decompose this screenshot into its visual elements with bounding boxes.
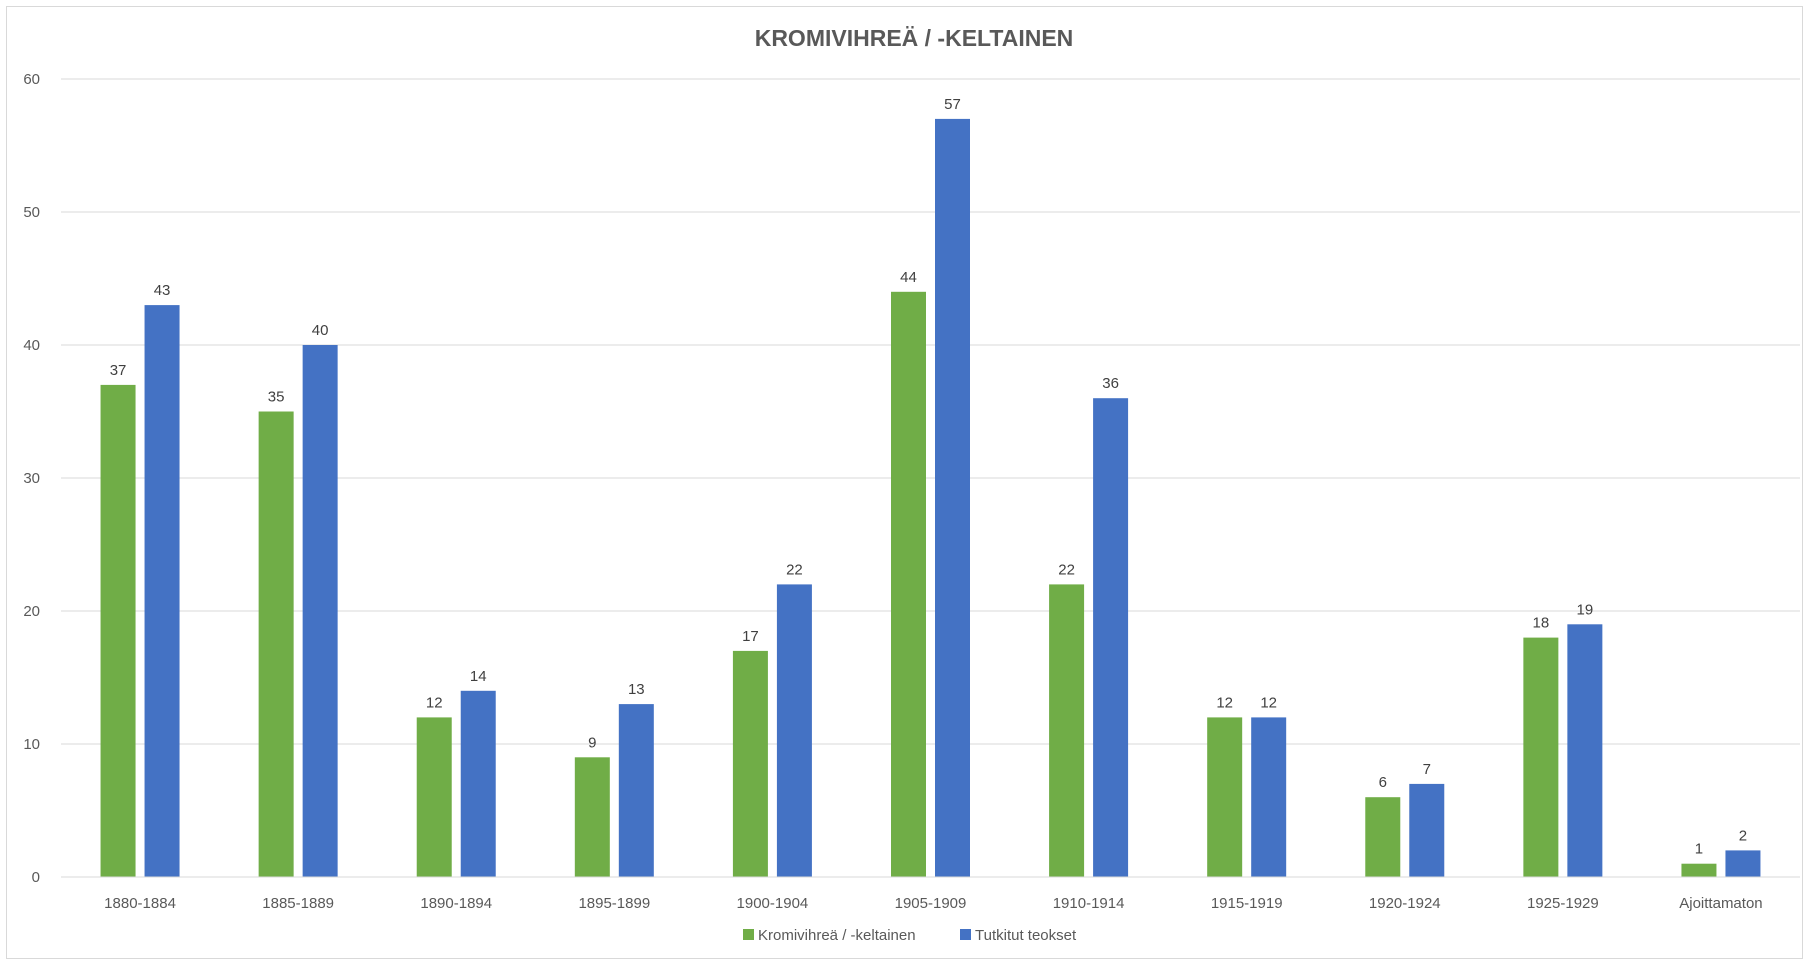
data-label: 6 [1379, 774, 1387, 791]
data-label: 36 [1102, 375, 1119, 392]
bar-tutkitut-teokset [460, 690, 496, 877]
bar-kromivihrea [416, 717, 452, 877]
bar-kromivihrea [100, 384, 136, 877]
data-label: 37 [110, 362, 127, 379]
data-label: 18 [1533, 615, 1550, 632]
x-tick-label: 1910-1914 [1053, 895, 1125, 912]
bar-tutkitut-teokset [1567, 624, 1603, 877]
y-tick-label: 10 [23, 736, 40, 753]
legend-swatch [960, 929, 971, 940]
bar-tutkitut-teokset [1251, 717, 1287, 877]
data-label: 35 [268, 389, 285, 406]
x-tick-label: 1885-1889 [262, 895, 334, 912]
data-label: 14 [470, 668, 487, 685]
y-tick-label: 60 [23, 71, 40, 88]
data-label: 13 [628, 681, 645, 698]
bar-tutkitut-teokset [1409, 783, 1445, 877]
data-label: 44 [900, 269, 917, 286]
bar-kromivihrea [891, 291, 926, 877]
x-axis: 1880-1884 1885-1889 1890-1894 1895-1899 1900… [61, 876, 1800, 912]
legend-label: Tutkitut teokset [975, 927, 1077, 944]
x-tick-label: 1900-1904 [737, 895, 809, 912]
data-label: 2 [1739, 827, 1747, 844]
x-tick-label: 1895-1899 [578, 895, 650, 912]
data-label: 22 [1058, 561, 1075, 578]
bar-kromivihrea [1207, 717, 1243, 877]
x-tick-label: 1890-1894 [420, 895, 492, 912]
bar-kromivihrea [1049, 584, 1085, 877]
data-label: 12 [426, 694, 443, 711]
y-axis: 0 10 20 30 40 50 60 [23, 71, 40, 886]
x-tick-label: 1905-1909 [895, 895, 967, 912]
data-label: 43 [154, 282, 171, 299]
bar-tutkitut-teokset [1093, 398, 1129, 877]
x-tick-label: 1920-1924 [1369, 895, 1441, 912]
data-label: 57 [944, 96, 961, 113]
y-tick-label: 50 [23, 204, 40, 221]
chart-title: KROMIVIHREÄ / -KELTAINEN [755, 25, 1074, 51]
x-tick-label: 1915-1919 [1211, 895, 1283, 912]
bar-kromivihrea [574, 757, 610, 877]
bar-kromivihrea [732, 650, 768, 877]
bar-kromivihrea [1365, 797, 1401, 877]
x-tick-label: 1880-1884 [104, 895, 176, 912]
y-tick-label: 40 [23, 337, 40, 354]
data-label: 12 [1260, 694, 1277, 711]
bar-tutkitut-teokset [144, 305, 180, 878]
bar-tutkitut-teokset [618, 704, 654, 877]
bar-kromivihrea [1523, 637, 1559, 877]
y-tick-label: 20 [23, 603, 40, 620]
bar-kromivihrea [258, 411, 294, 877]
legend: Kromivihreä / -keltainen Tutkitut teokset [743, 927, 1077, 944]
bar-tutkitut-teokset [935, 118, 970, 877]
data-label: 12 [1216, 694, 1233, 711]
data-label: 17 [742, 628, 759, 645]
x-tick-label: 1925-1929 [1527, 895, 1599, 912]
data-label: 19 [1577, 601, 1594, 618]
data-label: 7 [1423, 761, 1431, 778]
legend-swatch [743, 929, 754, 940]
legend-label: Kromivihreä / -keltainen [758, 927, 916, 944]
x-tick-label: Ajoittamaton [1679, 895, 1762, 912]
data-label: 9 [588, 734, 596, 751]
bar-tutkitut-teokset [776, 584, 812, 877]
bar-tutkitut-teokset [302, 345, 338, 877]
bar-tutkitut-teokset [1725, 850, 1761, 877]
data-label: 40 [312, 322, 329, 339]
y-tick-label: 0 [32, 869, 40, 886]
data-label: 22 [786, 561, 803, 578]
y-tick-label: 30 [23, 470, 40, 487]
data-label: 1 [1695, 841, 1703, 858]
bar-kromivihrea [1681, 863, 1717, 877]
